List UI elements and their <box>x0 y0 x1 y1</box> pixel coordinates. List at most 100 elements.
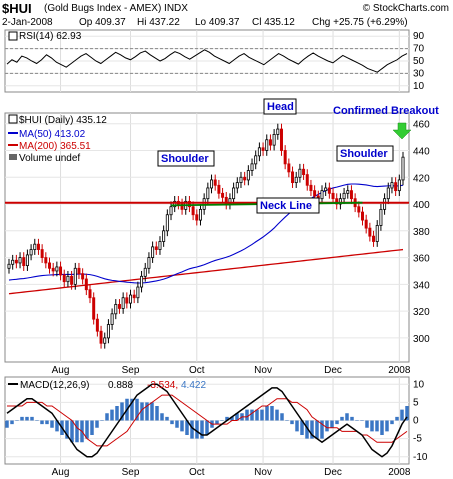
candle-body <box>287 163 291 173</box>
candle-body <box>7 263 11 269</box>
candle-body <box>73 267 77 285</box>
candle-body <box>36 243 40 250</box>
rsi-tick-label: 50 <box>413 56 425 67</box>
macd-signal-line <box>7 394 408 447</box>
annotation-left-shoulder-box <box>157 150 215 167</box>
macd-histogram-bar <box>120 402 124 421</box>
volume-legend: Volume undef <box>19 153 80 164</box>
rsi-tick-label: 10 <box>413 81 425 92</box>
candle-body <box>180 203 184 210</box>
candle-body <box>221 192 225 198</box>
macd-histogram-bar <box>30 416 34 421</box>
candle-body <box>268 139 272 146</box>
annotation-right-shoulder-box <box>336 145 394 162</box>
candle-body <box>125 297 129 304</box>
macd-histogram-bar <box>140 402 144 421</box>
candle-body <box>198 208 202 221</box>
chart-name: (Gold Bugs Index - AMEX) INDX <box>44 3 188 14</box>
quote-low: Lo 409.37 <box>195 17 240 28</box>
macd-x-label: Dec <box>324 467 342 478</box>
macd-histogram-bar <box>25 416 29 421</box>
candle-body <box>394 182 398 192</box>
candle-body <box>210 179 214 189</box>
annotation-breakout: Confirmed Breakout <box>333 105 439 117</box>
macd-x-label: Oct <box>189 467 205 478</box>
candle-body <box>265 139 269 151</box>
macd-histogram-bar <box>280 413 284 421</box>
candle-body <box>254 155 258 165</box>
candle-body <box>246 170 250 181</box>
macd-x-label: Nov <box>254 467 272 478</box>
price-tick-label: 380 <box>413 227 430 238</box>
breakout-arrow-icon <box>392 122 412 140</box>
candle-body <box>283 150 287 165</box>
annotation-neck-line-box <box>256 197 320 214</box>
candle-body <box>324 187 328 192</box>
candle-body <box>206 187 210 200</box>
brand-label: © StockCharts.com <box>362 3 449 14</box>
candle-body <box>88 289 92 299</box>
candle-body <box>165 214 169 232</box>
quote-open: Op 409.37 <box>79 17 126 28</box>
candle-body <box>33 243 37 250</box>
macd-x-label: Sep <box>122 467 140 478</box>
macd-histogram-bar <box>305 420 309 439</box>
macd-histogram-bar <box>340 416 344 421</box>
candle-body <box>305 174 309 186</box>
macd-histogram-bar <box>225 416 229 421</box>
macd-histogram-bar <box>165 416 169 421</box>
macd-x-label: Aug <box>52 467 70 478</box>
candle-body <box>349 190 353 200</box>
quote-change: Chg +25.75 (+6.29%) <box>312 17 408 28</box>
candle-body <box>84 278 88 291</box>
macd-histogram-bar <box>275 409 279 421</box>
candle-body <box>309 184 313 192</box>
macd-histogram-bar <box>205 420 209 435</box>
macd-tick-label: -5 <box>413 434 422 445</box>
macd-histogram-bar <box>65 420 69 439</box>
candle-body <box>70 275 74 285</box>
rsi-tick-label: 30 <box>413 68 425 79</box>
macd-histogram-bar <box>230 416 234 421</box>
candle-body <box>55 266 59 272</box>
macd-histogram-bar <box>320 420 324 439</box>
candle-body <box>106 324 110 339</box>
candle-body <box>213 179 217 186</box>
candle-body <box>195 214 199 221</box>
macd-histogram-bar <box>285 420 289 421</box>
price-tick-label: 360 <box>413 254 430 265</box>
macd-histogram-bar <box>160 413 164 421</box>
candle-body <box>143 267 147 277</box>
macd-histogram-bar <box>5 420 9 428</box>
macd-histogram-bar <box>115 406 119 421</box>
macd-histogram-bar <box>330 420 334 428</box>
candle-body <box>169 206 173 216</box>
candle-body <box>390 182 394 189</box>
candle-body <box>357 206 361 213</box>
macd-histogram-bar <box>395 416 399 421</box>
macd-histogram-bar <box>50 420 54 428</box>
macd-histogram-bar <box>195 420 199 439</box>
candle-body <box>110 313 114 325</box>
price-x-label: Oct <box>189 365 205 376</box>
candle-body <box>239 176 243 184</box>
macd-histogram-bar <box>40 420 44 425</box>
macd-tick-label: 5 <box>413 397 419 408</box>
macd-histogram-bar <box>315 420 319 439</box>
candle-body <box>147 257 151 269</box>
macd-tick-label: -10 <box>413 452 428 463</box>
candle-body <box>62 274 66 283</box>
candle-body <box>81 273 85 280</box>
macd-histogram-bar <box>290 420 294 425</box>
candle-body <box>375 225 379 242</box>
macd-histogram-bar <box>365 420 369 428</box>
ma200-legend: MA(200) 365.51 <box>19 141 91 152</box>
macd-histogram-bar <box>155 406 159 421</box>
price-legend-swatch <box>8 114 18 124</box>
macd-histogram-bar <box>385 420 389 432</box>
annotation-head-box <box>263 98 297 115</box>
candle-body <box>114 304 118 315</box>
candle-body <box>313 190 317 197</box>
macd-hist-value: 4.422 <box>181 380 206 391</box>
